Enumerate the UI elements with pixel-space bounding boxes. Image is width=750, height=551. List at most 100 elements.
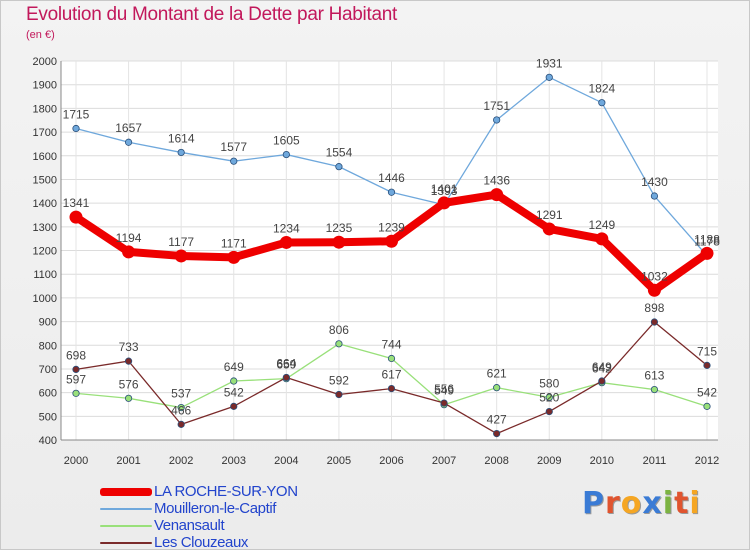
data-point <box>124 394 133 402</box>
data-point <box>598 99 606 107</box>
data-label: 698 <box>66 348 86 362</box>
logo-letter: t <box>674 486 690 521</box>
legend-label: Les Clouzeaux <box>154 534 249 551</box>
data-point <box>124 357 133 365</box>
data-point <box>69 210 83 224</box>
legend-swatch <box>100 542 152 544</box>
proxiti-logo: Proxiti <box>582 486 701 521</box>
data-point <box>493 384 501 392</box>
x-tick-label: 2006 <box>379 455 403 467</box>
data-point <box>385 234 398 248</box>
data-label: 549 <box>434 384 454 398</box>
y-tick-label: 1900 <box>33 80 57 92</box>
data-label: 542 <box>697 385 717 399</box>
logo-letter: o <box>620 486 643 521</box>
x-tick-label: 2009 <box>537 455 561 467</box>
data-label: 1401 <box>431 182 458 196</box>
y-tick-label: 1500 <box>33 174 57 186</box>
data-label: 427 <box>487 413 507 427</box>
data-point <box>124 138 133 146</box>
data-point <box>650 318 659 326</box>
data-point <box>230 157 238 165</box>
data-label: 642 <box>592 362 612 376</box>
y-tick-label: 900 <box>39 317 57 329</box>
data-label: 1249 <box>588 218 615 232</box>
legend-swatch <box>100 508 152 510</box>
data-label: 1554 <box>326 146 353 160</box>
data-label: 556 <box>434 382 454 396</box>
logo-letter: x <box>642 486 663 521</box>
x-tick-label: 2000 <box>64 455 88 467</box>
data-point <box>177 420 185 428</box>
data-point <box>703 402 711 410</box>
data-point <box>335 340 343 348</box>
data-point <box>598 377 606 385</box>
data-label: 1188 <box>694 232 720 246</box>
y-tick-label: 1000 <box>33 293 57 305</box>
x-tick-label: 2008 <box>484 455 508 467</box>
data-label: 1235 <box>326 221 353 235</box>
data-label: 1446 <box>378 171 405 185</box>
data-label: 1177 <box>168 235 194 249</box>
data-label: 659 <box>276 358 296 372</box>
data-label: 1436 <box>483 174 510 188</box>
data-label: 744 <box>381 338 401 352</box>
y-tick-label: 1100 <box>33 269 57 281</box>
data-point <box>595 232 609 246</box>
data-point <box>177 148 185 157</box>
y-tick-label: 400 <box>39 435 57 447</box>
data-point <box>437 196 451 210</box>
x-tick-label: 2002 <box>169 455 193 467</box>
data-label: 1393 <box>431 184 458 198</box>
y-tick-label: 1300 <box>33 222 57 234</box>
line-chart: 400 500 600 700 800 900 1000 1100 1200 1300 1400 15… <box>33 56 721 467</box>
data-point <box>72 365 80 374</box>
data-point <box>700 246 714 260</box>
data-label: 1171 <box>221 236 247 250</box>
chart-subtitle: (en €) <box>26 29 55 41</box>
x-tick-label: 2011 <box>643 455 667 467</box>
data-point <box>177 403 185 412</box>
data-label: 1194 <box>116 231 142 245</box>
data-label: 537 <box>171 387 191 401</box>
data-point <box>282 150 290 159</box>
legend-swatch <box>100 488 152 496</box>
data-point <box>227 250 241 264</box>
data-point <box>332 235 346 249</box>
data-point <box>493 430 501 438</box>
data-point <box>647 283 661 297</box>
data-point <box>542 222 556 236</box>
chart-title: Evolution du Montant de la Dette par Hab… <box>26 4 397 25</box>
data-point <box>72 389 80 397</box>
y-tick-label: 1800 <box>33 103 57 115</box>
data-point <box>279 235 293 249</box>
data-point <box>650 192 659 200</box>
y-tick-label: 700 <box>39 364 57 376</box>
x-tick-label: 2010 <box>590 455 614 467</box>
data-label: 806 <box>329 323 349 337</box>
x-tick-label: 2001 <box>116 455 140 467</box>
data-point <box>650 385 659 394</box>
logo-letter: i <box>689 486 701 521</box>
data-label: 1605 <box>273 134 300 148</box>
y-tick-label: 800 <box>39 340 57 352</box>
data-label: 617 <box>381 368 401 382</box>
data-label: 621 <box>487 367 507 381</box>
data-label: 898 <box>644 301 664 315</box>
data-point <box>545 393 553 401</box>
legend-swatch <box>100 525 152 527</box>
data-point <box>387 354 396 363</box>
data-point <box>387 188 396 196</box>
data-label: 576 <box>119 377 139 391</box>
x-tick-label: 2004 <box>274 455 298 467</box>
y-tick-label: 600 <box>39 388 57 400</box>
data-point <box>545 73 553 81</box>
data-point <box>703 361 711 369</box>
y-tick-label: 1700 <box>33 127 57 139</box>
data-label: 1430 <box>641 175 668 189</box>
logo-letter: i <box>662 486 675 521</box>
data-label: 1657 <box>115 121 142 135</box>
data-label: 466 <box>171 403 191 417</box>
data-label: 592 <box>329 374 349 388</box>
data-label: 733 <box>119 340 139 354</box>
